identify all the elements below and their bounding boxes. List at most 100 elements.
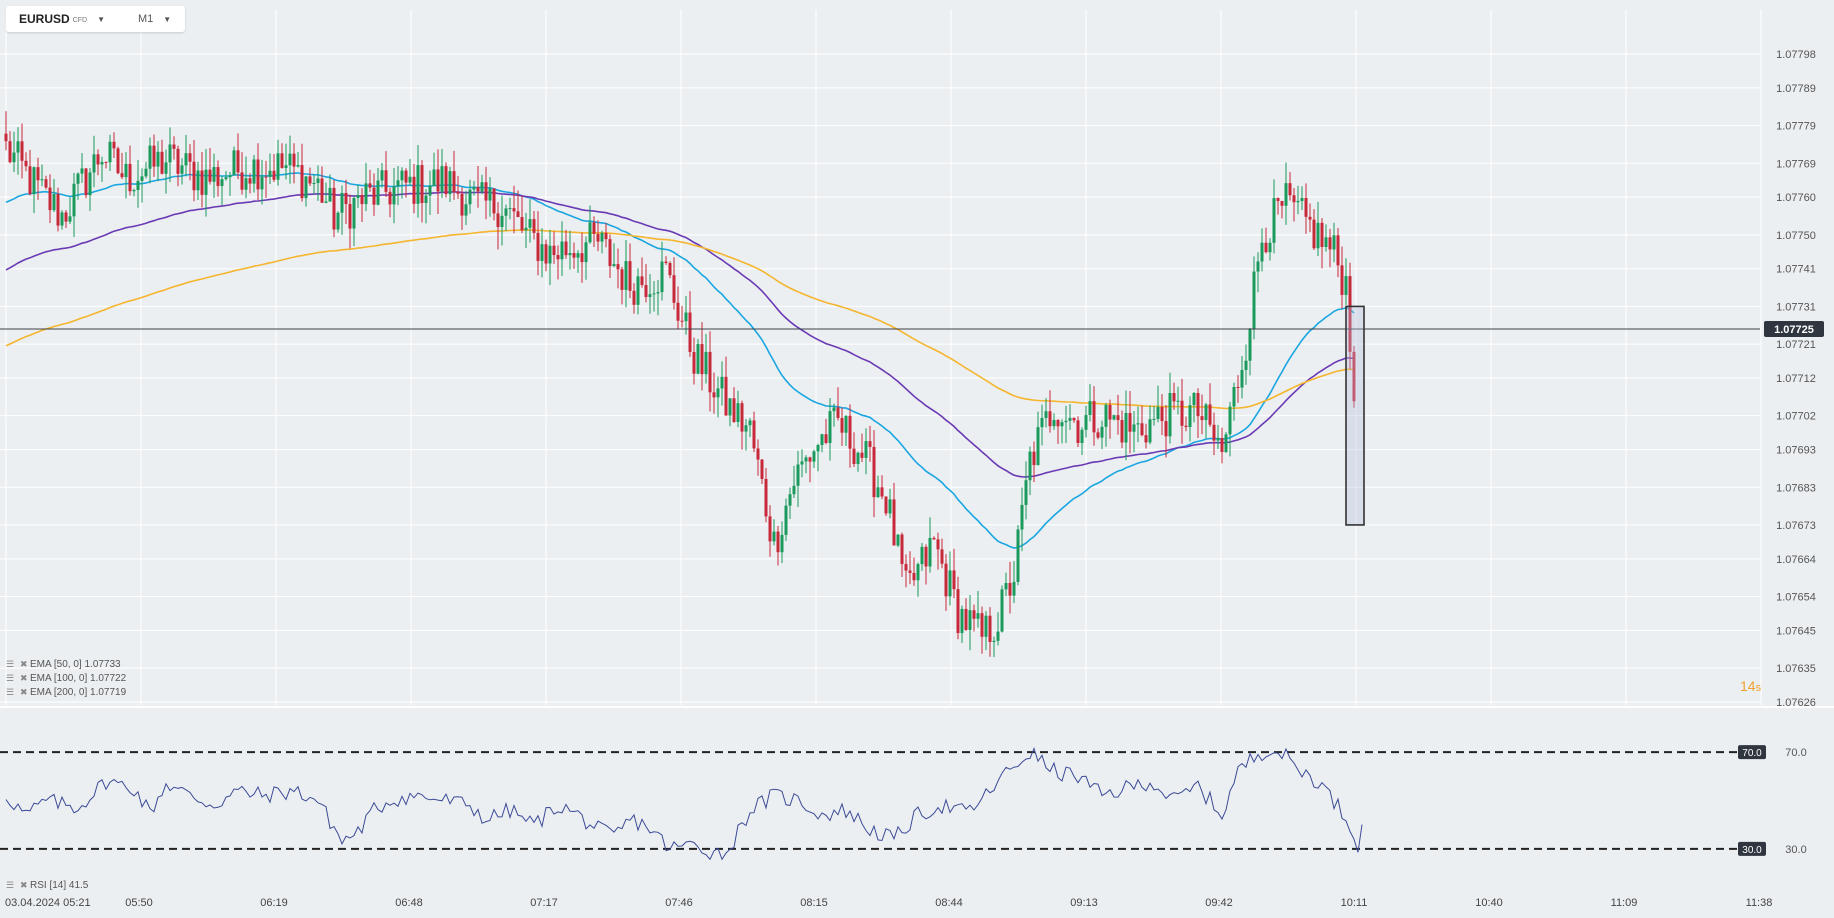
candle-body — [1132, 424, 1136, 432]
y-tick-label: 1.07789 — [1776, 83, 1816, 95]
remove-icon[interactable]: ✖ — [20, 687, 28, 697]
candle-body — [272, 170, 276, 180]
candle-body — [8, 141, 12, 163]
candle-body — [444, 166, 448, 195]
settings-icon[interactable]: ☰ — [6, 659, 15, 669]
candle-body — [648, 294, 652, 298]
candle-body — [796, 464, 800, 486]
candle-body — [876, 487, 880, 498]
legend-ema100: ☰ ✖ EMA [100, 0] 1.07722 — [6, 673, 126, 684]
candle-body — [136, 180, 140, 191]
timeframe-dropdown-icon[interactable]: ▼ — [163, 14, 172, 24]
candle-body — [388, 191, 392, 205]
candle-body — [560, 241, 564, 260]
candle-body — [1292, 195, 1296, 203]
candle-body — [200, 170, 204, 195]
candle-body — [24, 160, 28, 167]
candle-body — [232, 150, 236, 176]
candle-body — [620, 269, 624, 290]
candle-body — [612, 264, 616, 267]
remove-icon[interactable]: ✖ — [20, 673, 28, 683]
candle-body — [700, 344, 704, 375]
candle-body — [624, 261, 628, 290]
settings-icon[interactable]: ☰ — [6, 880, 15, 890]
candle-body — [208, 169, 212, 182]
candle-body — [376, 180, 380, 205]
candle-body — [264, 176, 268, 178]
candle-body — [132, 190, 136, 192]
settings-icon[interactable]: ☰ — [6, 673, 15, 683]
candle-body — [616, 264, 620, 270]
x-tick-label: 07:46 — [665, 897, 693, 909]
legend-ema50: ☰ ✖ EMA [50, 0] 1.07733 — [6, 659, 121, 670]
candle-body — [312, 183, 316, 185]
candle-body — [824, 434, 828, 443]
candle-body — [908, 570, 912, 573]
candle-body — [584, 242, 588, 263]
candle-body — [940, 549, 944, 564]
symbol-type: CFD — [72, 16, 88, 24]
candle-body — [924, 546, 928, 567]
candle-body — [880, 487, 884, 497]
candle-body — [1288, 183, 1292, 196]
y-tick-label: 1.07750 — [1776, 230, 1816, 242]
candle-body — [784, 505, 788, 535]
remove-icon[interactable]: ✖ — [20, 880, 28, 890]
candle-body — [928, 537, 932, 567]
candle-body — [1052, 420, 1056, 427]
timeframe-label[interactable]: M1 — [137, 13, 154, 25]
candle-body — [1140, 423, 1144, 436]
settings-icon[interactable]: ☰ — [6, 687, 15, 697]
candle-body — [256, 159, 260, 190]
candle-body — [1104, 404, 1108, 427]
candle-body — [1064, 420, 1068, 423]
candle-body — [868, 441, 872, 447]
x-tick-label: 09:13 — [1070, 897, 1098, 909]
candle-body — [80, 168, 84, 174]
candle-body — [1120, 420, 1124, 443]
symbol-selector[interactable]: EURUSD CFD ▼ M1 ▼ — [6, 6, 185, 32]
candle-body — [1152, 418, 1156, 420]
y-tick-label: 1.07693 — [1776, 445, 1816, 457]
x-tick-label: 09:42 — [1205, 897, 1233, 909]
x-tick-label: 08:15 — [800, 897, 828, 909]
candle-body — [1344, 276, 1348, 295]
candle-body — [860, 452, 864, 458]
candle-body — [572, 252, 576, 258]
candle-body — [948, 570, 952, 597]
symbol-dropdown-icon[interactable]: ▼ — [97, 14, 105, 24]
candle-body — [108, 141, 112, 163]
candle-body — [64, 212, 68, 222]
remove-icon[interactable]: ✖ — [20, 659, 28, 669]
candle-body — [408, 176, 412, 183]
candle-body — [1084, 415, 1088, 430]
candle-body — [676, 302, 680, 321]
candle-body — [1056, 420, 1060, 427]
candle-body — [44, 179, 48, 188]
candle-body — [212, 167, 216, 182]
x-tick-label: 08:44 — [935, 897, 963, 909]
candle-body — [936, 539, 940, 550]
candle-body — [752, 420, 756, 449]
x-tick-label: 10:40 — [1475, 897, 1503, 909]
candle-body — [660, 261, 664, 293]
candle-body — [600, 232, 604, 242]
candle-body — [1252, 271, 1256, 330]
candle-body — [688, 312, 692, 352]
candle-body — [12, 152, 16, 163]
candle-body — [152, 145, 156, 167]
candle-body — [1188, 405, 1192, 428]
candle-body — [1240, 369, 1244, 388]
candle-body — [228, 175, 232, 178]
candle-body — [76, 173, 80, 184]
candle-body — [892, 499, 896, 546]
candle-body — [288, 153, 292, 166]
candle-body — [872, 446, 876, 498]
candle-body — [992, 640, 996, 643]
candle-body — [1136, 423, 1140, 425]
y-tick-label: 1.07683 — [1776, 482, 1816, 494]
candle-body — [384, 170, 388, 192]
candle-body — [724, 376, 728, 416]
x-tick-label: 10:11 — [1341, 897, 1368, 909]
